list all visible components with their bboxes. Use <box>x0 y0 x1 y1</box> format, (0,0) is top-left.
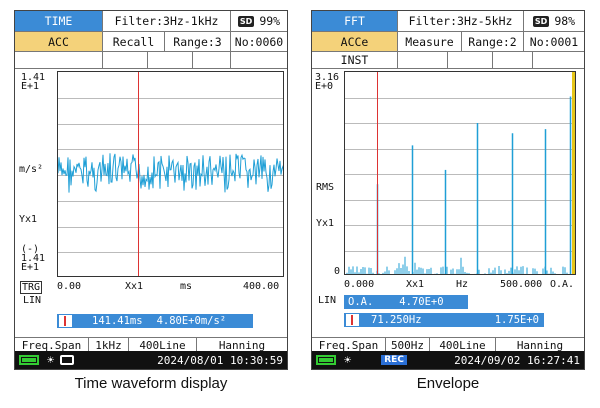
sd-card-icon: SD <box>237 15 255 27</box>
x-axis-start: 0.00 <box>57 281 82 292</box>
cursor-value: 4.80E+0m/s² <box>156 315 227 327</box>
left-caption: Time waveform display <box>74 375 228 392</box>
overall-readout: O.A. 4.70E+0 <box>344 295 468 309</box>
cursor-readout: 71.250Hz 1.75E+0 <box>344 313 544 327</box>
x-axis-end: 500.000 <box>500 279 543 290</box>
right-caption: Envelope <box>416 375 480 392</box>
battery-percent: 98% <box>554 14 576 28</box>
overall-label: O.A. <box>348 296 374 308</box>
x-axis-scale: Xx1 <box>406 279 425 290</box>
cursor-marker-icon <box>59 315 72 327</box>
battery-icon <box>19 355 39 365</box>
y-axis-scale: Yx1 <box>316 218 335 229</box>
range-label[interactable]: Range:3 <box>165 32 231 52</box>
header-row: FFT Filter:3Hz-5kHz SD 98% <box>312 11 584 32</box>
y-axis-min: (-) 1.41 E+1 <box>21 244 46 273</box>
status-bar: ☀ REC 2024/09/02 16:27:41 <box>312 351 584 369</box>
datetime: 2024/09/02 16:27:41 <box>454 353 580 367</box>
subheader-row: ACCe Measure Range:2 No:0001 <box>312 32 584 52</box>
waveform-graph <box>58 72 283 276</box>
cursor-frequency: 71.250Hz <box>371 314 422 326</box>
backlight-icon: ☀ <box>47 353 55 367</box>
x-axis-start: 0.000 <box>344 279 375 290</box>
y-axis-scale: Yx1 <box>19 214 38 225</box>
mode-label[interactable]: FFT <box>312 11 398 32</box>
y-axis-max: 1.41 E+1 <box>21 72 46 92</box>
filter-label[interactable]: Filter:3Hz-5kHz <box>398 11 524 32</box>
header-row: TIME Filter:3Hz-1kHz SD 99% <box>15 11 287 32</box>
trigger-indicator[interactable]: TRG <box>20 281 43 294</box>
sd-card-icon: SD <box>532 15 550 27</box>
recall-button[interactable]: Recall <box>103 32 165 52</box>
spectrum-graph <box>345 72 575 274</box>
spectrum-plot[interactable] <box>344 71 576 275</box>
x-axis-unit: Hz <box>456 279 469 290</box>
measure-button[interactable]: Measure <box>398 32 462 52</box>
overall-level-bar <box>572 72 575 274</box>
x-axis-end: 400.00 <box>243 281 280 292</box>
display-icon <box>60 355 75 365</box>
y-axis-unit: m/s² <box>19 164 44 175</box>
storage-status: SD 99% <box>231 11 287 32</box>
storage-status: SD 98% <box>524 11 584 32</box>
x-axis-unit: ms <box>180 281 193 292</box>
cursor-time: 141.41ms <box>92 315 143 327</box>
battery-icon <box>316 355 336 365</box>
record-number: No:0060 <box>231 32 287 52</box>
scale-type[interactable]: LIN <box>23 295 42 306</box>
empty-info-row <box>15 52 287 69</box>
cursor-marker-icon <box>346 314 359 326</box>
datetime: 2024/08/01 10:30:59 <box>157 353 283 367</box>
info-row: INST <box>312 52 584 69</box>
record-number: No:0001 <box>524 32 584 52</box>
y-axis-max: 3.16 E+0 <box>315 72 340 92</box>
averaging-mode[interactable]: INST <box>312 52 398 69</box>
cursor-value: 1.75E+0 <box>494 314 539 326</box>
x-axis-overall: O.A. <box>550 279 575 290</box>
x-axis-scale: Xx1 <box>125 281 144 292</box>
status-bar: ☀ 2024/08/01 10:30:59 <box>15 351 287 369</box>
waveform-trace <box>58 153 283 193</box>
scale-type[interactable]: LIN <box>318 295 337 306</box>
cursor-readout: 141.41ms 4.80E+0m/s² <box>57 314 253 328</box>
filter-label[interactable]: Filter:3Hz-1kHz <box>103 11 231 32</box>
recording-badge: REC <box>381 355 407 365</box>
overall-value: 4.70E+0 <box>399 296 444 308</box>
range-label[interactable]: Range:2 <box>462 32 524 52</box>
subheader-row: ACC Recall Range:3 No:0060 <box>15 32 287 52</box>
waveform-plot[interactable] <box>57 71 284 277</box>
time-waveform-screen: TIME Filter:3Hz-1kHz SD 99% ACC Recall R… <box>14 10 288 370</box>
backlight-icon: ☀ <box>344 353 352 367</box>
envelope-screen: FFT Filter:3Hz-5kHz SD 98% ACCe Measure … <box>311 10 585 370</box>
battery-percent: 99% <box>259 14 281 28</box>
mode-label[interactable]: TIME <box>15 11 103 32</box>
y-axis-zero: 0 <box>334 266 341 277</box>
y-axis-unit: RMS <box>316 182 335 193</box>
measurement-type[interactable]: ACCe <box>312 32 398 52</box>
measurement-type[interactable]: ACC <box>15 32 103 52</box>
